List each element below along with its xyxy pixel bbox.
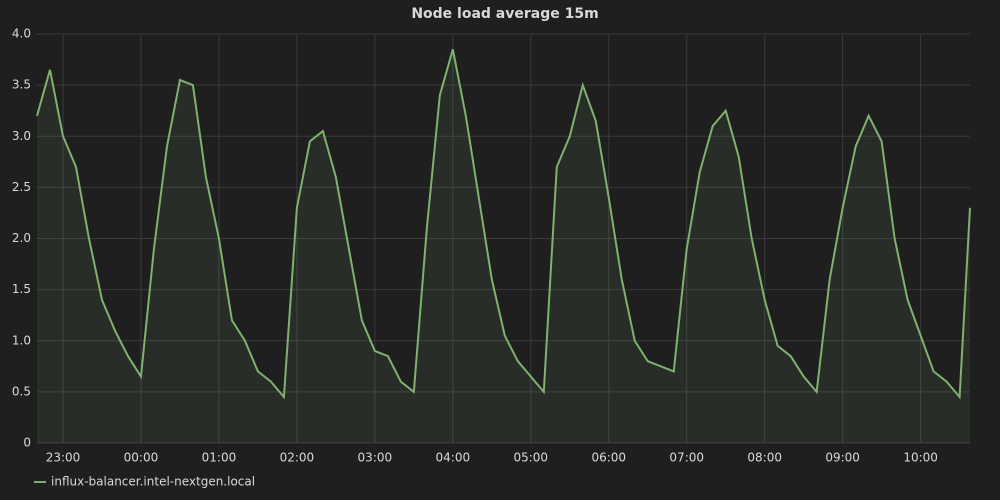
y-tick-label: 3.0 [12,129,31,143]
x-tick-label: 10:00 [903,451,938,465]
y-tick-label: 0.5 [12,384,31,398]
y-tick-label: 1.5 [12,282,31,296]
x-tick-label: 07:00 [669,451,704,465]
x-tick-label: 09:00 [825,451,860,465]
y-tick-label: 1.0 [12,333,31,347]
x-tick-label: 02:00 [280,451,315,465]
legend-label: influx-balancer.intel-nextgen.local [51,475,255,489]
y-tick-label: 2.0 [12,231,31,245]
x-tick-label: 03:00 [358,451,393,465]
y-tick-label: 3.5 [12,78,31,92]
x-tick-label: 04:00 [436,451,471,465]
x-tick-label: 06:00 [591,451,626,465]
chart-title: Node load average 15m [411,6,598,22]
x-tick-label: 05:00 [513,451,548,465]
x-tick-label: 08:00 [747,451,782,465]
y-tick-label: 4.0 [12,27,31,41]
x-tick-label: 00:00 [124,451,159,465]
y-tick-label: 0 [23,436,31,450]
x-tick-label: 01:00 [202,451,237,465]
series-line [36,49,971,400]
x-tick-label: 23:00 [46,451,81,465]
area [37,49,970,444]
y-tick-label: 2.5 [12,180,31,194]
